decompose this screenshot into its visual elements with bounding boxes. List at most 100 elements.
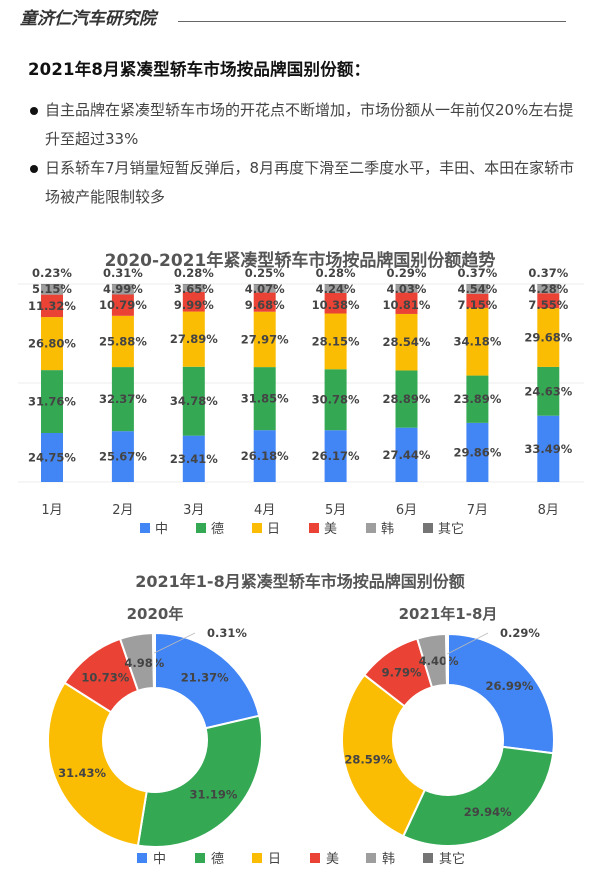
donut-slice <box>341 673 427 838</box>
bar-value-label: 31.85% <box>241 392 289 406</box>
legend-swatch-icon <box>423 853 433 863</box>
bar-column: 26.18% 31.85% 27.97% 9.68% 4.07% 0.25% 4月 <box>241 266 289 518</box>
donut-value-label: 4.98% <box>124 656 164 670</box>
bar-value-label: 28.89% <box>383 392 431 406</box>
bar-segment <box>182 291 205 312</box>
bar-segment <box>41 283 63 285</box>
bar-column: 25.67% 32.37% 25.88% 10.79% 4.99% 0.31% 2月 <box>99 266 147 518</box>
bar-segment <box>182 284 205 285</box>
legend-item[interactable]: 其它 <box>423 521 464 537</box>
legend-item[interactable]: 德 <box>195 852 224 867</box>
legend-item[interactable]: 韩 <box>366 852 395 867</box>
legend-item[interactable]: 中 <box>137 852 166 867</box>
x-axis-label: 6月 <box>396 503 417 518</box>
bar-segment <box>182 366 205 436</box>
bar-value-label: 11.32% <box>28 299 76 313</box>
legend-label: 韩 <box>381 522 394 537</box>
donut-value-label: 29.94% <box>464 805 512 819</box>
bullet-dot-icon <box>30 165 38 173</box>
bar-segment <box>395 427 418 482</box>
bar-segment <box>111 283 134 285</box>
legend-item[interactable]: 日 <box>252 852 281 867</box>
donut-legend: 中 德 日 美 韩 其它 <box>137 851 465 867</box>
bar-value-label: 25.67% <box>99 450 147 464</box>
legend-swatch-icon <box>137 853 147 863</box>
bar-segment <box>182 284 205 292</box>
bar-segment <box>537 284 560 294</box>
bar-value-label: 9.68% <box>245 298 285 312</box>
legend-label: 韩 <box>382 852 395 867</box>
legend-item[interactable]: 其它 <box>423 851 465 867</box>
bar-segment <box>537 415 560 482</box>
bar-segment <box>395 284 418 293</box>
bar-chart-legend: 中 德 日 美 韩 其它 <box>140 521 464 537</box>
bullet-text: 自主品牌在紧凑型轿车市场的开花点不断增加，市场份额从一年前仅20%左右提升至超过… <box>45 101 574 148</box>
x-axis-label: 3月 <box>183 503 204 518</box>
article-heading: 2021年8月紧凑型轿车市场按品牌国别份额： <box>28 60 371 79</box>
bar-value-label: 4.54% <box>457 282 497 296</box>
legend-swatch-icon <box>252 523 262 533</box>
x-axis-label: 5月 <box>325 503 346 518</box>
donut-value-label: 26.99% <box>486 679 534 693</box>
bar-column: 26.17% 30.78% 28.15% 10.38% 4.24% 0.28% 5月 <box>312 266 360 518</box>
legend-item[interactable]: 美 <box>309 522 337 537</box>
legend-label: 德 <box>211 852 224 867</box>
legend-item[interactable]: 中 <box>140 522 168 537</box>
legend-label: 德 <box>211 522 224 537</box>
bar-value-label: 33.49% <box>524 442 572 456</box>
bar-segment <box>182 435 205 482</box>
bar-segment <box>41 294 63 318</box>
bar-segment <box>466 307 489 376</box>
donut-value-label: 31.43% <box>58 766 106 780</box>
bar-value-label: 0.37% <box>528 266 568 280</box>
legend-item[interactable]: 韩 <box>366 522 394 537</box>
bar-value-label: 9.99% <box>174 298 214 312</box>
bar-value-label: 25.88% <box>99 334 147 348</box>
bar-segment <box>324 369 347 431</box>
legend-item[interactable]: 德 <box>196 522 224 537</box>
donut-slice <box>136 714 263 848</box>
bar-value-label: 26.80% <box>28 337 76 351</box>
bar-segment <box>111 431 134 482</box>
x-axis-label: 8月 <box>538 503 559 518</box>
bar-segment <box>41 370 63 433</box>
bullet-item: 日系轿车7月销量短暂反弹后，8月再度下滑至二季度水平，丰田、本田在家轿市场被产能… <box>28 154 588 212</box>
bar-column: 29.86% 23.89% 34.18% 7.15% 4.54% 0.37% 7月 <box>453 266 501 518</box>
bar-segment <box>537 293 560 309</box>
bar-value-label: 28.54% <box>383 335 431 349</box>
donut-slice <box>154 631 261 730</box>
x-axis-label: 1月 <box>41 503 62 518</box>
legend-label: 其它 <box>439 851 465 867</box>
bar-segment <box>253 284 276 293</box>
bar-value-label: 24.63% <box>524 384 572 398</box>
legend-item[interactable]: 日 <box>252 522 280 537</box>
bar-value-label: 10.38% <box>312 298 360 312</box>
legend-label: 日 <box>268 852 281 867</box>
donut-value-label: 0.29% <box>500 626 540 640</box>
donut-value-label: 9.79% <box>382 665 422 679</box>
bar-value-label: 4.07% <box>245 282 285 296</box>
bullet-list: 自主品牌在紧凑型轿车市场的开花点不断增加，市场份额从一年前仅20%左右提升至超过… <box>28 96 588 212</box>
bar-value-label: 0.31% <box>103 266 143 280</box>
bar-segment <box>111 315 134 368</box>
donut-value-label: 0.31% <box>207 626 247 640</box>
bar-value-label: 23.41% <box>170 452 218 466</box>
donut-value-label: 31.19% <box>189 788 237 802</box>
bar-value-label: 27.97% <box>241 332 289 346</box>
legend-swatch-icon <box>423 523 433 533</box>
bar-column: 33.49% 24.63% 29.68% 7.55% 4.28% 0.37% 8月 <box>524 266 572 518</box>
bar-segment <box>253 292 276 312</box>
legend-label: 日 <box>267 522 280 537</box>
legend-item[interactable]: 美 <box>310 852 339 867</box>
bar-segment <box>253 367 276 431</box>
stacked-bar-chart: 2020-2021年紧凑型轿车市场按品牌国别份额趋势 24.75% 31.76% 26… <box>18 250 584 537</box>
donut-slice <box>447 632 555 755</box>
legend-swatch-icon <box>140 523 150 533</box>
bar-segment <box>253 430 276 482</box>
bar-value-label: 24.75% <box>28 450 76 464</box>
bar-segment <box>253 311 276 368</box>
donut-section-title: 2021年1-8月紧凑型轿车市场按品牌国别份额 <box>135 572 464 591</box>
legend-label: 中 <box>153 852 166 867</box>
donut-value-label: 10.73% <box>81 670 129 684</box>
